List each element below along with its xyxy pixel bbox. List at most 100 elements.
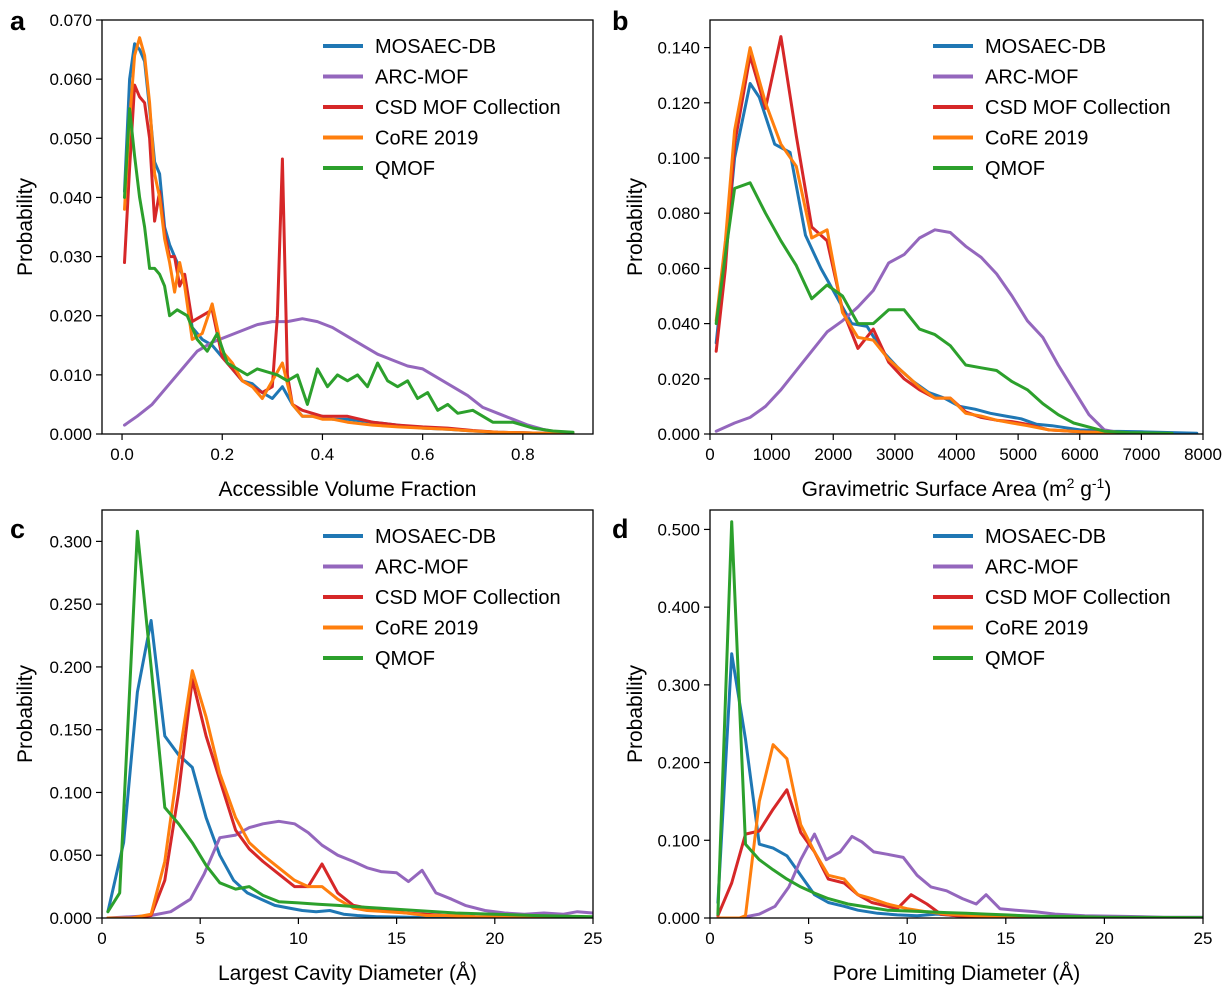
panel-letter: a [10,6,26,36]
x-axis-label: Largest Cavity Diameter (Å) [218,962,477,985]
chart-panel-b: 0 1000 2000 3000 4000 5000 6000 7000 8000 0.000 0.… [612,6,1222,501]
legend-label: CoRE 2019 [375,128,478,150]
legend-label: QMOF [985,648,1045,670]
x-tick-label: 4000 [938,445,976,464]
series-line-core-2019 [714,46,1143,434]
plot-frame [709,509,1204,919]
y-tick-label: 0.060 [49,70,92,89]
x-tick-label: 0.6 [411,445,435,464]
legend-label: MOSAEC-DB [375,526,496,548]
x-tick-label: 2000 [814,445,852,464]
x-tick-label: 0.4 [311,445,335,464]
x-tick-label: 1000 [753,445,791,464]
legend-label: ARC-MOF [985,67,1078,89]
series-line-core-2019 [123,36,575,434]
y-tick-label: 0.000 [657,425,700,444]
x-tick-label: 6000 [1061,445,1099,464]
series-group [106,529,593,918]
y-tick-label: 0.120 [657,94,700,113]
y-tick-label: 0.000 [49,425,92,444]
series-group [123,36,575,434]
y-tick-label: 0.000 [657,909,700,928]
y-axis-label: Probability [624,177,647,276]
y-tick-label: 0.500 [657,520,700,539]
x-tick-label: 0 [705,445,714,464]
panel-letter: d [612,514,629,544]
y-tick-label: 0.070 [49,11,92,30]
legend-label: CSD MOF Collection [375,97,561,119]
chart-panel-c: 0 5 10 15 20 25 0.000 0.050 0.100 0.150 0.200 0.250… [10,509,603,985]
x-tick-label: 15 [996,929,1015,948]
series-line-core-2019 [716,743,1203,918]
y-tick-label: 0.100 [49,783,92,802]
y-tick-label: 0.050 [49,846,92,865]
x-axis-label: Pore Limiting Diameter (Å) [833,962,1080,985]
y-tick-label: 0.400 [657,598,700,617]
y-tick-label: 0.200 [657,754,700,773]
series-line-arc-mof [714,228,1156,434]
y-tick-label: 0.140 [657,39,700,58]
x-tick-label: 10 [289,929,308,948]
y-axis-label: Probability [624,664,647,763]
x-axis-label: Gravimetric Surface Area (m2 g-1) [802,475,1112,501]
series-line-csd-mof-collection [106,678,593,918]
y-tick-label: 0.040 [657,315,700,334]
y-tick-label: 0.010 [49,366,92,385]
legend-label: MOSAEC-DB [985,36,1106,58]
y-tick-label: 0.100 [657,149,700,168]
plot-frame [101,19,594,435]
legend-label: MOSAEC-DB [375,36,496,58]
legend-label: ARC-MOF [375,557,468,579]
x-axis-label: Accessible Volume Fraction [219,478,477,501]
legend-label: MOSAEC-DB [985,526,1106,548]
series-line-qmof [106,529,593,918]
chart-panel-d: 0 5 10 15 20 25 0.000 0.100 0.200 0.300 0.400 0.500… [612,509,1213,985]
y-tick-label: 0.150 [49,721,92,740]
chart-panel-a: 0.0 0.2 0.4 0.6 0.8 0.000 0.010 0.020 0.030 0.040… [10,6,594,501]
legend-label: CoRE 2019 [375,618,478,640]
series-line-qmof [714,181,1174,434]
x-tick-label: 0.2 [210,445,234,464]
y-tick-label: 0.250 [49,595,92,614]
legend-label: CSD MOF Collection [985,97,1171,119]
legend-label: ARC-MOF [985,557,1078,579]
y-axis-label: Probability [14,664,37,763]
series-line-mosaec-db [716,652,1203,918]
series-line-qmof [716,520,1203,918]
x-tick-label: 5 [195,929,204,948]
series-line-core-2019 [106,669,593,918]
legend-label: QMOF [375,648,435,670]
x-tick-label: 25 [1194,929,1213,948]
y-tick-label: 0.040 [49,188,92,207]
series-line-arc-mof [106,819,593,918]
x-tick-label: 20 [485,929,504,948]
x-tick-label: 25 [584,929,603,948]
y-tick-label: 0.050 [49,129,92,148]
legend-label: CSD MOF Collection [985,587,1171,609]
y-tick-label: 0.060 [657,259,700,278]
y-tick-label: 0.100 [657,831,700,850]
y-tick-label: 0.030 [49,248,92,267]
plot-frame [101,509,594,919]
x-tick-label: 15 [387,929,406,948]
y-tick-label: 0.200 [49,658,92,677]
x-tick-label: 8000 [1184,445,1222,464]
plot-frame [709,19,1204,435]
x-tick-label: 20 [1095,929,1114,948]
y-tick-label: 0.020 [49,307,92,326]
x-tick-label: 5000 [999,445,1037,464]
y-tick-label: 0.300 [49,532,92,551]
series-group [714,35,1199,434]
series-line-qmof [123,107,575,434]
legend-label: QMOF [985,158,1045,180]
legend-label: QMOF [375,158,435,180]
x-tick-label: 0.0 [110,445,134,464]
legend-label: CoRE 2019 [985,618,1088,640]
y-tick-label: 0.300 [657,676,700,695]
x-tick-label: 3000 [876,445,914,464]
y-axis-label: Probability [14,177,37,276]
x-tick-label: 0.8 [511,445,535,464]
y-tick-label: 0.020 [657,370,700,389]
panel-letter: c [10,514,25,544]
